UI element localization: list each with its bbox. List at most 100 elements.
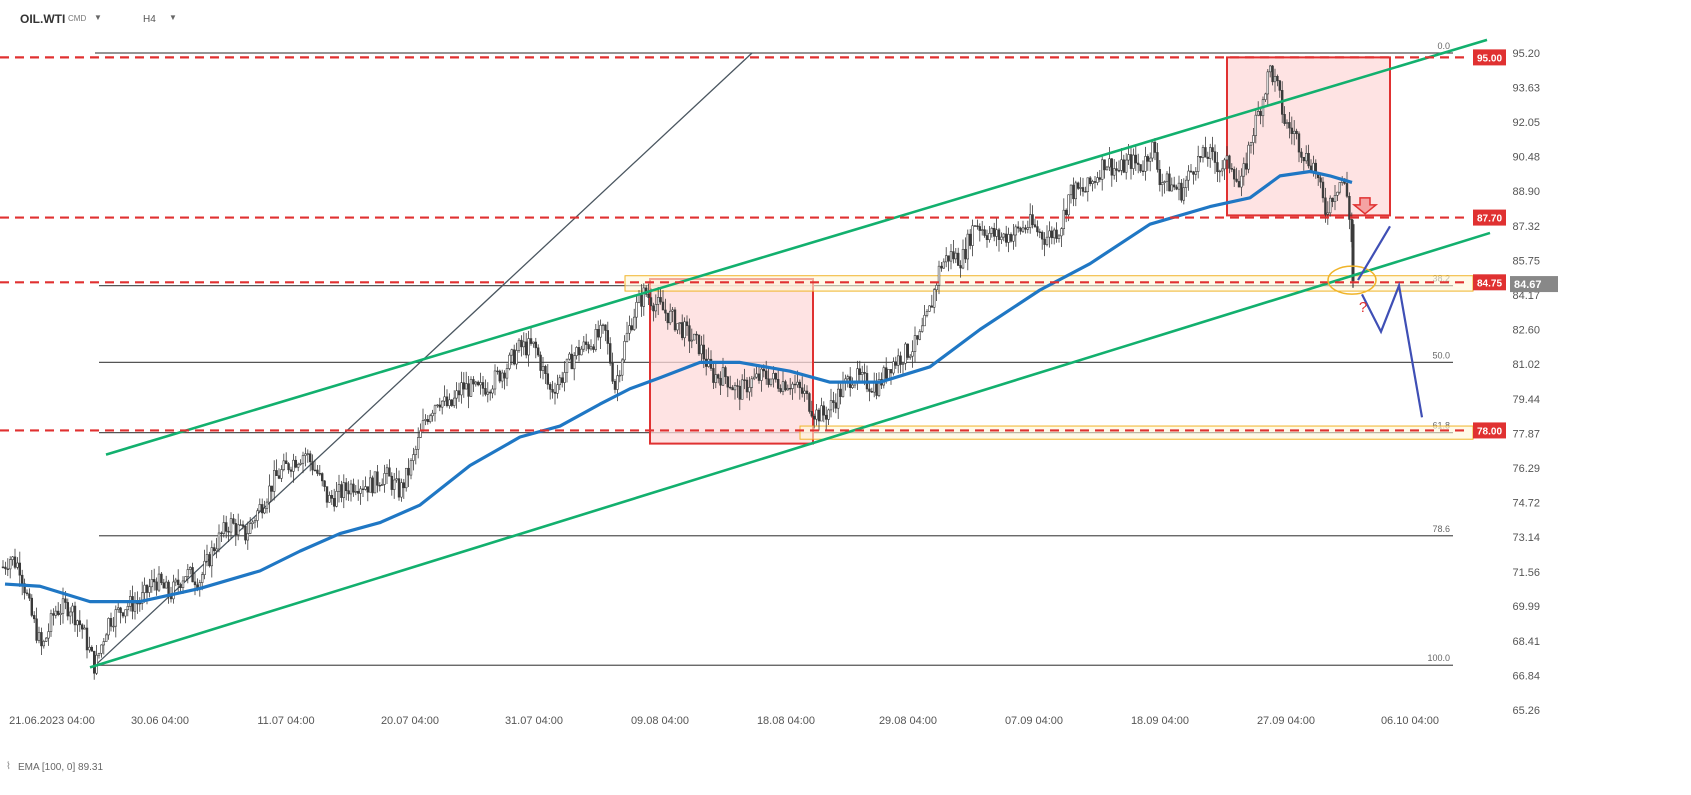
x-tick-label: 18.09 04:00 bbox=[1131, 715, 1189, 727]
candle-body bbox=[148, 586, 151, 593]
candle-body bbox=[59, 612, 62, 615]
candle-body bbox=[1165, 173, 1169, 182]
candle-body bbox=[776, 378, 780, 389]
candle-body bbox=[1269, 65, 1272, 73]
symbol-dropdown-icon[interactable]: ▼ bbox=[94, 13, 102, 22]
candle-body bbox=[1305, 153, 1308, 162]
candle-body bbox=[529, 338, 533, 344]
candle-body bbox=[1077, 182, 1080, 189]
candle-body bbox=[1029, 214, 1032, 228]
candle-body bbox=[1177, 182, 1181, 190]
candle-body bbox=[1278, 80, 1282, 91]
projection-down-line bbox=[1361, 281, 1424, 418]
candle-body bbox=[222, 522, 225, 534]
time-axis: 21.06.2023 04:00 30.06 04:00 11.07 04:00 20… bbox=[9, 715, 1439, 727]
candle-body bbox=[911, 351, 914, 357]
candle-body bbox=[436, 404, 439, 407]
candle-body bbox=[390, 475, 393, 490]
candle-body bbox=[949, 251, 953, 262]
candle-body bbox=[822, 405, 826, 416]
key-levels: 95.00 87.70 84.75 78.00 bbox=[0, 49, 1506, 439]
candle-body bbox=[976, 225, 979, 227]
current-price-label: 84.67 bbox=[1514, 279, 1542, 291]
candle-body bbox=[388, 467, 391, 477]
candle-body bbox=[1185, 179, 1188, 189]
candle-body bbox=[275, 470, 278, 476]
candle-body bbox=[683, 321, 686, 339]
candle-body bbox=[952, 251, 955, 260]
candle-body bbox=[510, 349, 513, 356]
candle-body bbox=[647, 294, 650, 298]
candle-body bbox=[875, 382, 878, 396]
candle-body bbox=[1132, 154, 1135, 169]
candle-body bbox=[349, 483, 353, 495]
candle-body bbox=[249, 523, 252, 534]
symbol-name[interactable]: OIL.WTI bbox=[20, 12, 66, 26]
candle-body bbox=[356, 491, 360, 494]
candle-body bbox=[649, 297, 653, 307]
candle-body bbox=[424, 419, 427, 421]
candle-body bbox=[1016, 226, 1020, 229]
candle-body bbox=[1189, 170, 1193, 173]
candle-body bbox=[1115, 168, 1118, 171]
candle-body bbox=[1211, 147, 1214, 152]
candle-body bbox=[284, 460, 288, 464]
indicator-settings-icon[interactable]: ⌇ bbox=[6, 761, 11, 772]
timeframe-dropdown-icon[interactable]: ▼ bbox=[169, 13, 177, 22]
candle-body bbox=[47, 631, 50, 639]
candle-body bbox=[712, 368, 715, 383]
candle-body bbox=[347, 490, 350, 495]
candle-body bbox=[481, 382, 485, 389]
y-tick-label: 88.90 bbox=[1512, 186, 1540, 198]
candle-body bbox=[690, 339, 694, 342]
candle-body bbox=[117, 607, 120, 610]
candle-body bbox=[213, 547, 216, 552]
candle-body bbox=[378, 484, 381, 487]
candle-body bbox=[361, 488, 365, 490]
candle-body bbox=[930, 305, 934, 308]
candle-body bbox=[1345, 183, 1349, 197]
candle-body bbox=[872, 382, 876, 393]
candle-body bbox=[328, 495, 331, 503]
candle-body bbox=[1180, 182, 1183, 201]
candle-body bbox=[1329, 197, 1332, 214]
candle-body bbox=[450, 399, 453, 406]
candle-body bbox=[97, 653, 101, 656]
candle-body bbox=[160, 573, 163, 584]
highlight-ellipse bbox=[1327, 265, 1377, 295]
candle-body bbox=[788, 387, 792, 390]
candle-body bbox=[1271, 65, 1274, 83]
candle-body bbox=[808, 393, 811, 412]
candle-body bbox=[714, 374, 718, 383]
candle-body bbox=[1048, 230, 1051, 238]
timeframe-selector[interactable]: H4 bbox=[143, 14, 156, 25]
y-tick-label: 79.44 bbox=[1512, 394, 1540, 406]
candle-body bbox=[88, 646, 91, 651]
candle-body bbox=[1033, 224, 1037, 227]
candle-body bbox=[467, 383, 470, 397]
candle-body bbox=[1300, 151, 1303, 158]
candle-body bbox=[772, 373, 775, 380]
candle-body bbox=[1031, 214, 1034, 226]
channel-upper-line bbox=[105, 38, 1488, 456]
candle-body bbox=[181, 580, 185, 589]
candle-body bbox=[762, 368, 766, 372]
candle-body bbox=[1067, 194, 1070, 216]
candle-body bbox=[100, 644, 103, 654]
candle-body bbox=[515, 350, 518, 365]
candle-body bbox=[253, 520, 257, 523]
candle-body bbox=[301, 455, 305, 464]
candle-body bbox=[383, 473, 386, 485]
candle-body bbox=[604, 324, 607, 331]
candle-body bbox=[743, 379, 746, 381]
candle-body bbox=[263, 507, 266, 514]
candle-body bbox=[803, 390, 806, 394]
candle-body bbox=[1084, 191, 1087, 193]
candle-body bbox=[1053, 229, 1056, 239]
candle-body bbox=[1218, 170, 1222, 173]
candle-body bbox=[1125, 159, 1128, 173]
candle-body bbox=[131, 596, 134, 612]
candle-body bbox=[469, 379, 473, 397]
candle-body bbox=[1348, 195, 1351, 220]
